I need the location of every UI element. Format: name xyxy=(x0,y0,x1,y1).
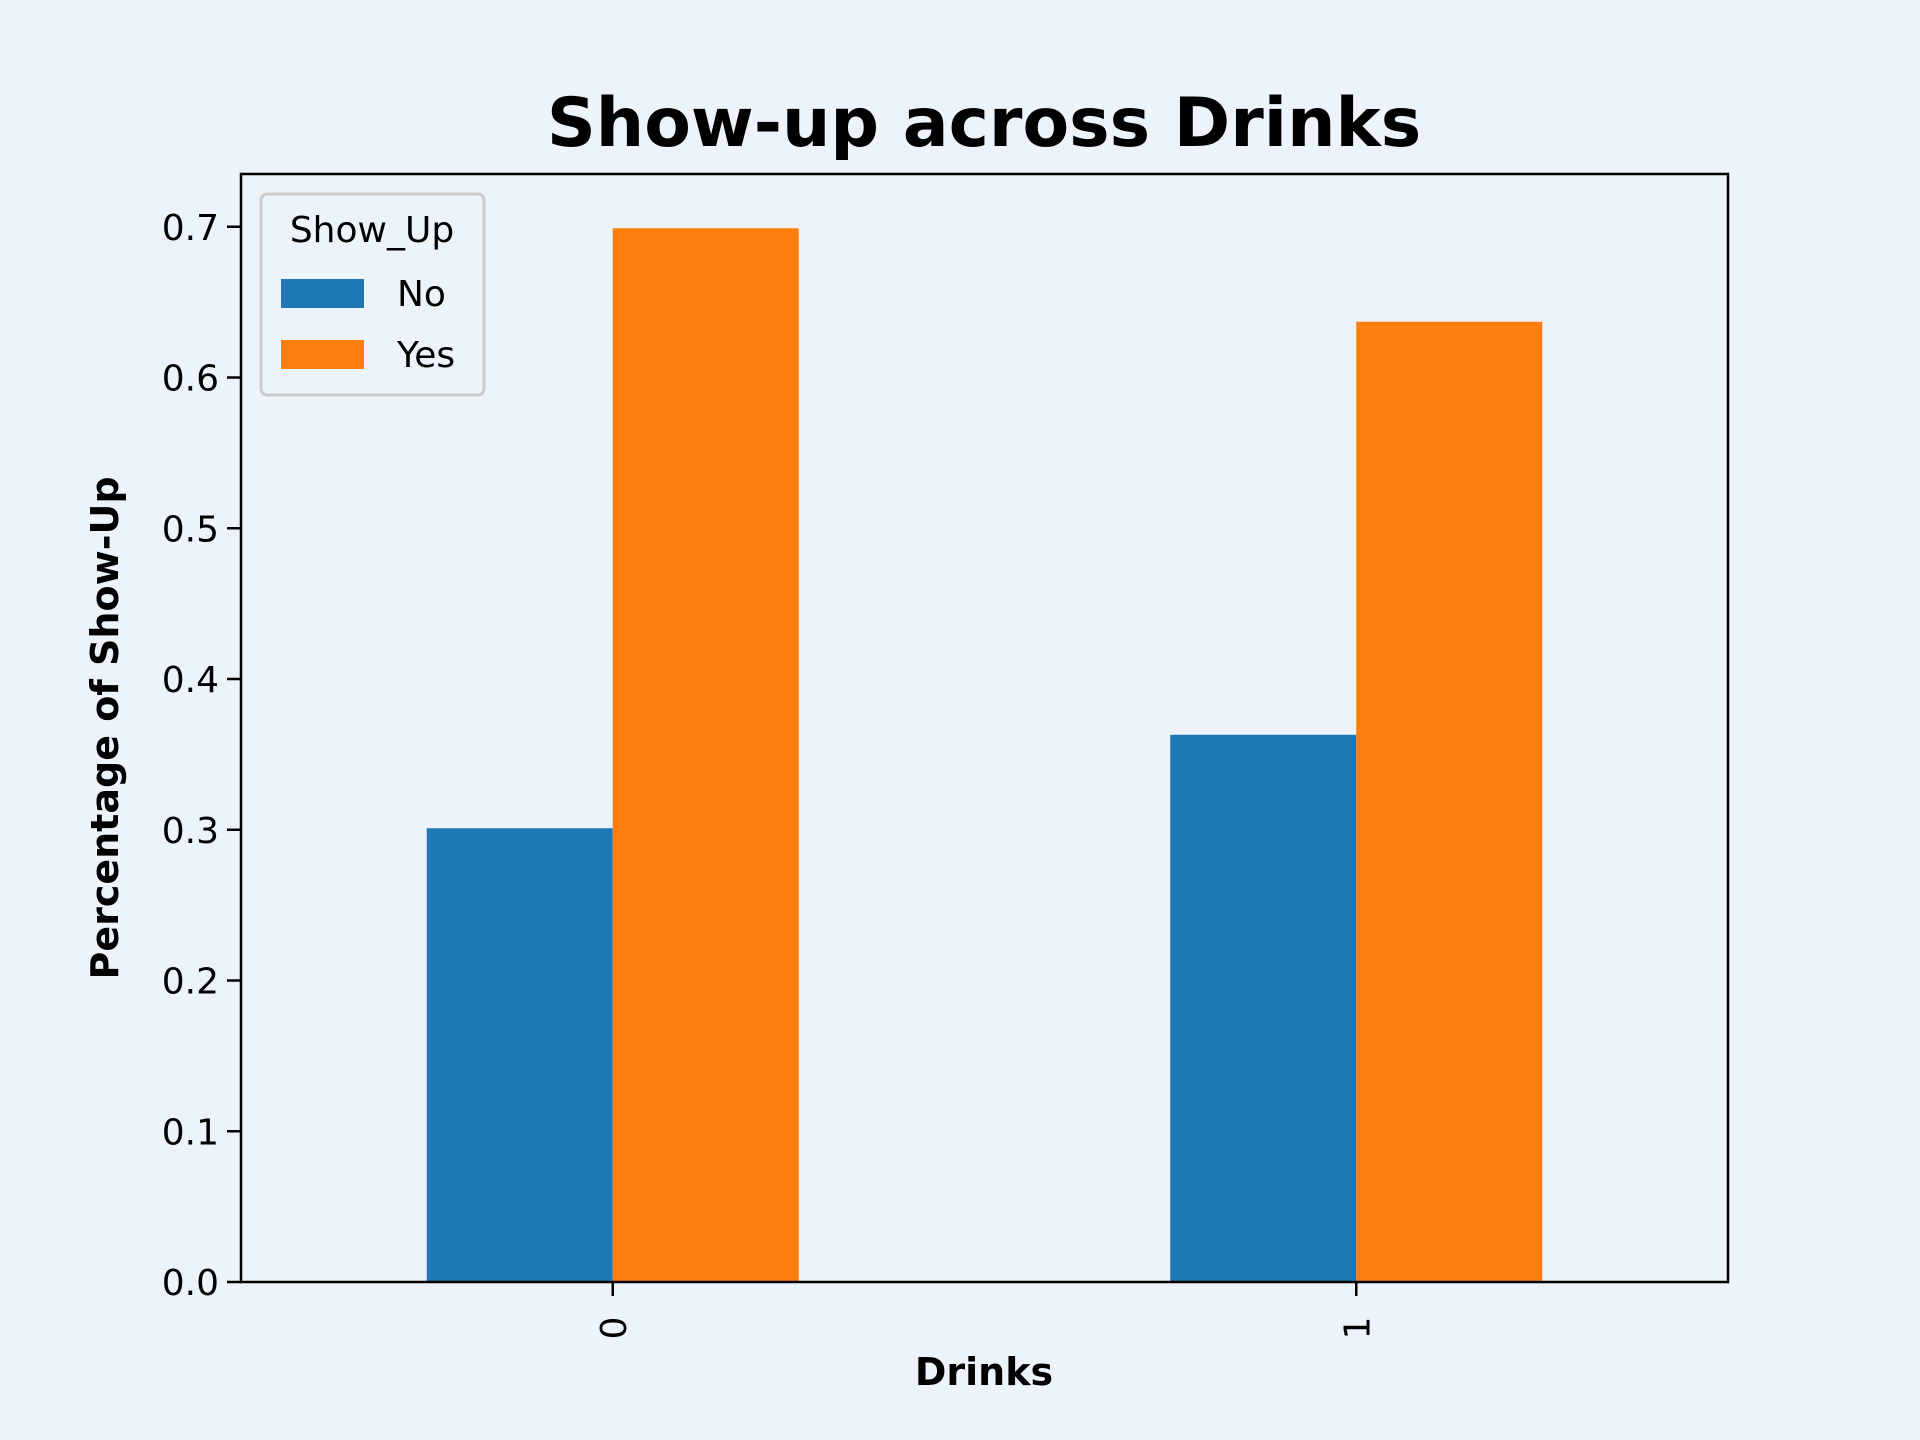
y-tick-label: 0.0 xyxy=(162,1263,219,1304)
bar-no-1 xyxy=(1170,734,1357,1282)
y-tick-label: 0.5 xyxy=(162,509,219,550)
legend-label-yes: Yes xyxy=(396,335,455,376)
y-tick-label: 0.1 xyxy=(162,1112,219,1153)
bar-yes-0 xyxy=(612,228,799,1282)
y-tick-label: 0.7 xyxy=(162,208,219,249)
plot-frame xyxy=(239,172,1730,1284)
x-axis-label: Drinks xyxy=(915,1350,1053,1394)
y-axis-label: Percentage of Show-Up xyxy=(83,476,127,979)
y-tick-label: 0.4 xyxy=(162,660,219,701)
bar-no-0 xyxy=(426,828,613,1282)
bar-yes-1 xyxy=(1356,321,1543,1282)
legend-swatch-yes xyxy=(281,340,364,369)
legend: Show_Up No Yes xyxy=(259,192,486,397)
x-tick-label: 1 xyxy=(1337,1317,1378,1340)
legend-title: Show_Up xyxy=(290,210,454,251)
y-axis-ticks: 0.0 0.1 0.2 0.3 0.4 0.5 0.6 0.7 xyxy=(162,208,241,1304)
y-tick-label: 0.2 xyxy=(162,962,219,1003)
x-tick-label: 0 xyxy=(594,1317,635,1340)
legend-swatch-no xyxy=(281,279,364,308)
chart-title: Show-up across Drinks xyxy=(547,84,1421,163)
y-tick-label: 0.3 xyxy=(162,811,219,852)
bars-group xyxy=(426,228,1543,1282)
y-tick-label: 0.6 xyxy=(162,359,219,400)
legend-label-no: No xyxy=(397,274,446,315)
